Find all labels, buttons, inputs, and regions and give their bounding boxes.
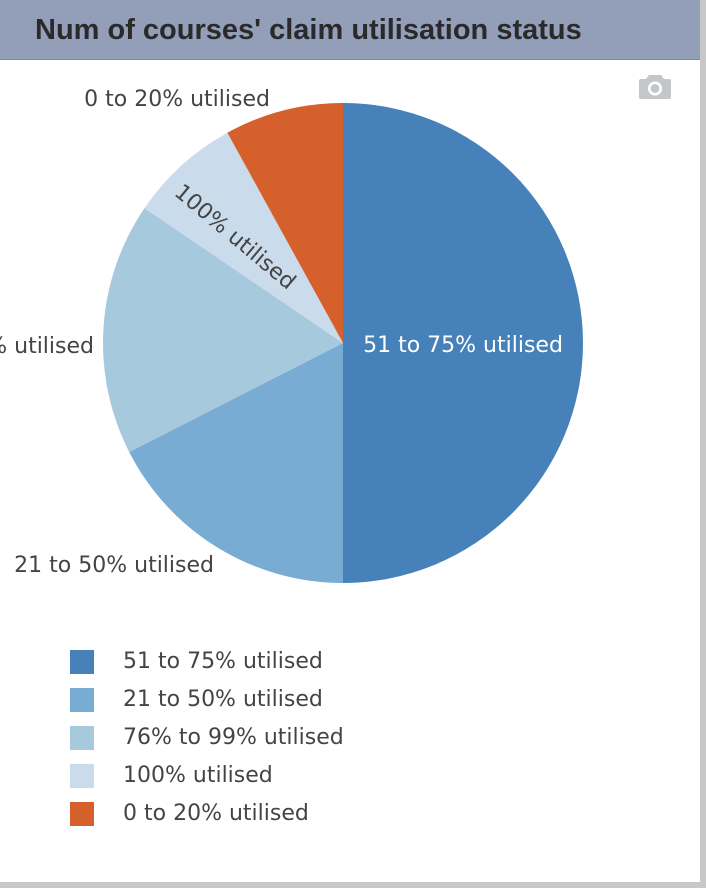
pie-slices [102,103,583,583]
slice-label-3: 76% to 99% utilised [0,334,94,359]
legend-label: 100% utilised [123,763,273,788]
slice-label-5: 0 to 20% utilised [84,87,270,112]
legend-swatch [70,726,94,750]
camera-icon[interactable] [638,72,672,100]
legend-label: 0 to 20% utilised [123,801,309,826]
legend-label: 76% to 99% utilised [123,725,344,750]
chart-header: Num of courses' claim utilisation status [0,0,700,60]
pie-slice-1[interactable] [343,103,583,583]
pie-chart: 51 to 75% utilised 21 to 50% utilised 76% … [0,87,583,583]
pie-slice-4[interactable] [144,132,344,343]
pie-slice-2[interactable] [129,343,343,583]
pie-slice-5[interactable] [227,103,343,343]
legend-label: 21 to 50% utilised [123,687,323,712]
slice-label-2: 21 to 50% utilised [14,553,214,578]
legend-swatch [70,650,94,674]
legend-swatch [70,764,94,788]
chart-title: Num of courses' claim utilisation status [35,14,582,46]
pie-slice-3[interactable] [102,208,343,452]
slice-label-1: 51 to 75% utilised [363,333,563,358]
legend-swatch [70,802,94,826]
legend-swatch [70,688,94,712]
legend-label: 51 to 75% utilised [123,649,323,674]
